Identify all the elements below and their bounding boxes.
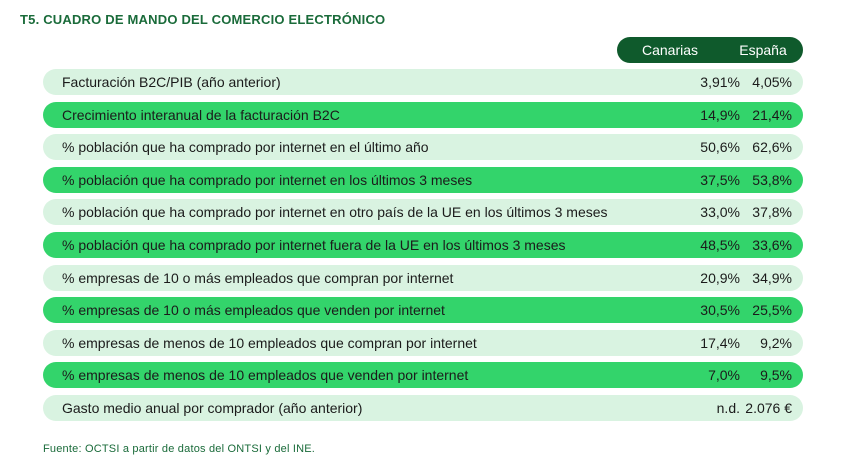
- table-row: % empresas de menos de 10 empleados que …: [43, 362, 803, 389]
- espana-value: 25,5%: [752, 302, 792, 319]
- table-row: Crecimiento interanual de la facturación…: [43, 101, 803, 128]
- canarias-value: 20,9%: [700, 269, 740, 286]
- espana-value: 33,6%: [752, 236, 792, 253]
- canarias-value: 30,5%: [700, 302, 740, 319]
- table-row: % empresas de menos de 10 empleados que …: [43, 329, 803, 356]
- table-row: % población que ha comprado por internet…: [43, 166, 803, 193]
- canarias-value: 14,9%: [700, 106, 740, 123]
- source-note: Fuente: OCTSI a partir de datos del ONTS…: [43, 443, 316, 455]
- canarias-value: 33,0%: [700, 204, 740, 221]
- row-label: % población que ha comprado por internet…: [62, 204, 608, 221]
- row-label: % población que ha comprado por internet…: [62, 171, 473, 188]
- table-title: T5. CUADRO DE MANDO DEL COMERCIO ELECTRÓ…: [20, 12, 386, 27]
- row-label: Crecimiento interanual de la facturación…: [62, 106, 340, 123]
- row-label: Gasto medio anual por comprador (año ant…: [62, 399, 363, 416]
- canarias-value: n.d.: [716, 399, 740, 416]
- canarias-value: 7,0%: [708, 367, 740, 384]
- canarias-value: 50,6%: [700, 139, 740, 156]
- table-row: Gasto medio anual por comprador (año ant…: [43, 394, 803, 421]
- table-row: Facturación B2C/PIB (año anterior) 3,91%…: [43, 69, 803, 95]
- espana-value: 9,5%: [760, 367, 792, 384]
- espana-value: 9,2%: [760, 334, 792, 351]
- row-label: % empresas de 10 o más empleados que com…: [62, 269, 454, 286]
- column-header-canarias: Canarias: [617, 37, 723, 63]
- row-label: % población que ha comprado por internet…: [62, 236, 566, 253]
- indicator-table: Facturación B2C/PIB (año anterior) 3,91%…: [43, 69, 803, 428]
- row-label: % empresas de menos de 10 empleados que …: [62, 334, 477, 351]
- canarias-value: 17,4%: [700, 334, 740, 351]
- row-label: % empresas de 10 o más empleados que ven…: [62, 302, 445, 319]
- table-row: % población que ha comprado por internet…: [43, 134, 803, 161]
- row-label: % población que ha comprado por internet…: [62, 139, 429, 156]
- espana-value: 37,8%: [752, 204, 792, 221]
- table-row: % población que ha comprado por internet…: [43, 199, 803, 226]
- espana-value: 34,9%: [752, 269, 792, 286]
- espana-value: 21,4%: [752, 106, 792, 123]
- table-row: % empresas de 10 o más empleados que com…: [43, 264, 803, 291]
- table-row: % población que ha comprado por internet…: [43, 231, 803, 258]
- row-label: % empresas de menos de 10 empleados que …: [62, 367, 469, 384]
- espana-value: 4,05%: [752, 74, 792, 90]
- table-row: % empresas de 10 o más empleados que ven…: [43, 297, 803, 324]
- espana-value: 2.076 €: [745, 399, 792, 416]
- canarias-value: 37,5%: [700, 171, 740, 188]
- row-label: Facturación B2C/PIB (año anterior): [62, 74, 281, 90]
- espana-value: 62,6%: [752, 139, 792, 156]
- canarias-value: 48,5%: [700, 236, 740, 253]
- canarias-value: 3,91%: [700, 74, 740, 90]
- column-header-espana: España: [723, 37, 803, 63]
- espana-value: 53,8%: [752, 171, 792, 188]
